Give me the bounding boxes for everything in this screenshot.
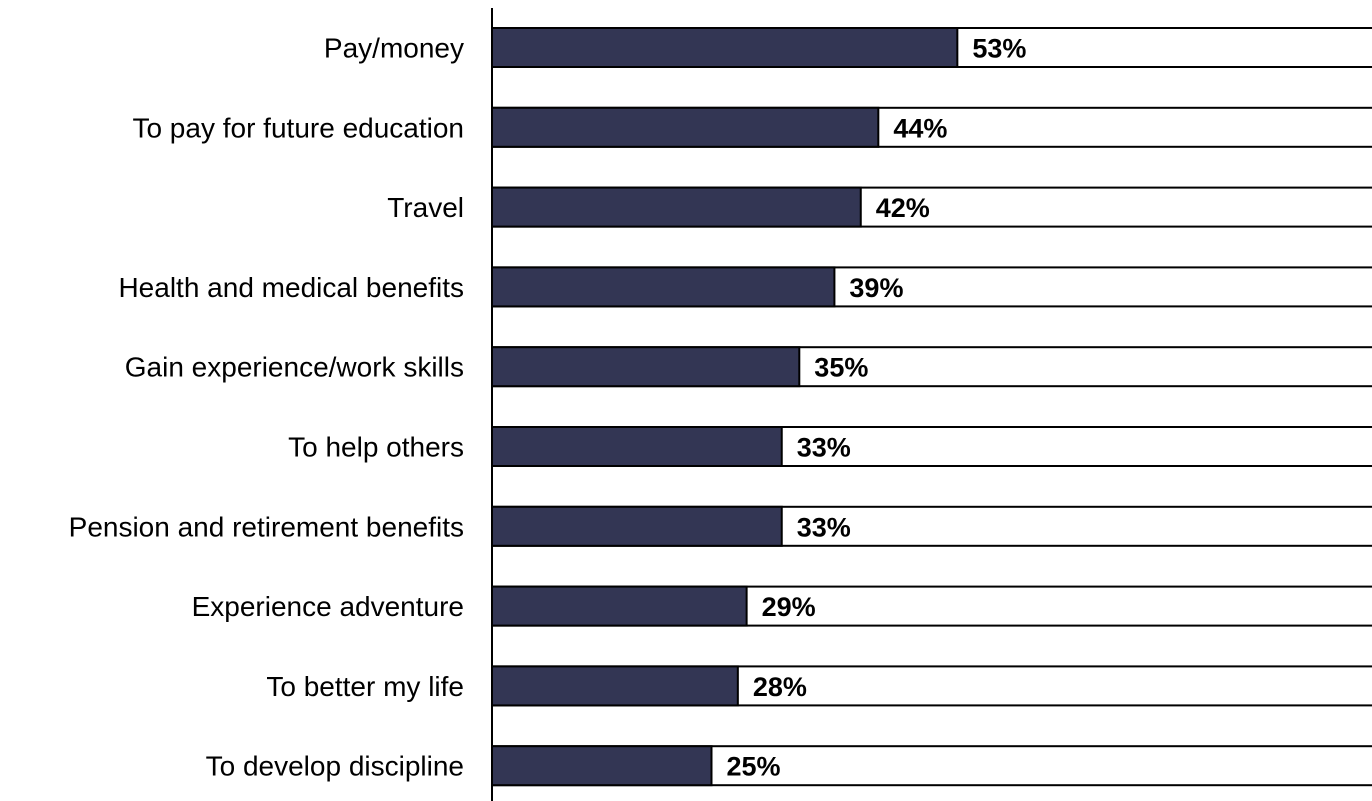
category-label: Pension and retirement benefits <box>69 511 464 542</box>
bar <box>491 665 739 707</box>
data-label: 53% <box>972 34 1026 64</box>
data-label: 28% <box>753 672 807 702</box>
bar <box>491 346 801 388</box>
data-label: 25% <box>727 752 781 782</box>
category-label: To pay for future education <box>132 112 464 143</box>
data-label: 39% <box>849 273 903 303</box>
data-label: 44% <box>893 113 947 143</box>
bar <box>491 505 783 547</box>
bar <box>491 186 862 228</box>
data-label: 33% <box>797 512 851 542</box>
bar <box>491 266 836 308</box>
category-label: To develop discipline <box>206 751 464 782</box>
category-label: Health and medical benefits <box>118 272 464 303</box>
category-label: Pay/money <box>324 33 464 64</box>
bar <box>491 426 783 467</box>
category-label: To better my life <box>266 671 464 702</box>
category-label: Travel <box>387 192 464 223</box>
bar-rows: Pay/money 53% To pay for future education 4… <box>69 27 1372 787</box>
category-label: Experience adventure <box>192 591 464 622</box>
category-label: To help others <box>288 432 464 463</box>
bar <box>491 745 713 787</box>
category-label: Gain experience/work skills <box>125 352 464 383</box>
bar <box>491 27 959 68</box>
bar <box>491 106 880 148</box>
data-label: 35% <box>814 353 868 383</box>
bar <box>491 585 748 627</box>
data-label: 33% <box>797 433 851 463</box>
data-label: 42% <box>876 193 930 223</box>
data-label: 29% <box>762 592 816 622</box>
